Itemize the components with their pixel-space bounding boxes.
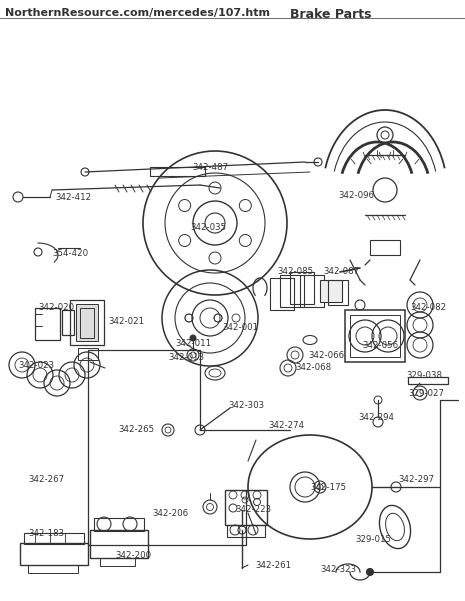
Bar <box>328 280 348 305</box>
Bar <box>90 530 148 558</box>
Text: 329-038: 329-038 <box>406 370 442 379</box>
Text: 329-015: 329-015 <box>355 535 391 545</box>
Bar <box>70 300 104 345</box>
Bar <box>345 310 405 362</box>
Text: 329-027: 329-027 <box>408 388 444 397</box>
Text: 342-267: 342-267 <box>28 475 64 484</box>
Text: 342-206: 342-206 <box>152 508 188 517</box>
Bar <box>76 304 98 341</box>
Text: 342-021: 342-021 <box>108 317 144 326</box>
Text: Brake Parts: Brake Parts <box>290 8 372 21</box>
Bar <box>227 525 265 537</box>
Text: 342-487: 342-487 <box>192 163 228 172</box>
Text: 342-020: 342-020 <box>38 304 74 313</box>
Bar <box>320 280 342 302</box>
Bar <box>24 533 84 544</box>
Bar <box>20 543 88 565</box>
Bar <box>290 272 314 304</box>
Bar <box>300 275 324 307</box>
Text: 342-200: 342-200 <box>115 551 151 560</box>
Text: 342-297: 342-297 <box>398 475 434 484</box>
Text: 342-035: 342-035 <box>190 224 226 233</box>
Text: 342-087: 342-087 <box>323 267 359 276</box>
Text: 342-066: 342-066 <box>308 350 344 359</box>
Text: 342-068: 342-068 <box>295 364 331 373</box>
Bar <box>270 278 294 310</box>
Circle shape <box>366 569 373 576</box>
Bar <box>225 490 267 525</box>
Bar <box>280 275 304 307</box>
Text: 342-011: 342-011 <box>175 338 211 347</box>
Bar <box>100 558 135 566</box>
Text: 342-013: 342-013 <box>168 353 204 361</box>
Text: 342-223: 342-223 <box>235 505 271 514</box>
Bar <box>28 565 78 573</box>
Text: 342-323: 342-323 <box>320 566 356 575</box>
Bar <box>350 315 400 357</box>
Text: 354-420: 354-420 <box>52 248 88 257</box>
Text: 342-001: 342-001 <box>222 323 258 332</box>
Text: 342-183: 342-183 <box>28 528 64 537</box>
Text: 342-175: 342-175 <box>310 483 346 492</box>
Bar <box>370 240 400 255</box>
Text: NorthernResource.com/mercedes/107.htm: NorthernResource.com/mercedes/107.htm <box>5 8 270 18</box>
Text: 342-023: 342-023 <box>18 361 54 370</box>
Text: 342-056: 342-056 <box>362 341 398 350</box>
Circle shape <box>190 335 196 341</box>
Text: 342-096: 342-096 <box>338 191 374 200</box>
Bar <box>62 310 74 335</box>
Bar <box>78 348 98 360</box>
Text: 342-082: 342-082 <box>410 304 446 313</box>
Text: 342-303: 342-303 <box>228 401 264 410</box>
Bar <box>94 518 144 531</box>
Bar <box>150 167 205 176</box>
Bar <box>80 308 94 338</box>
Bar <box>35 308 60 340</box>
Text: 342-265: 342-265 <box>118 426 154 435</box>
Text: 342-294: 342-294 <box>358 413 394 423</box>
Text: 342-412: 342-412 <box>55 194 91 203</box>
Bar <box>408 377 448 384</box>
Text: 342-085: 342-085 <box>277 267 313 276</box>
Text: 342-274: 342-274 <box>268 421 304 430</box>
Text: 342-261: 342-261 <box>255 561 291 570</box>
